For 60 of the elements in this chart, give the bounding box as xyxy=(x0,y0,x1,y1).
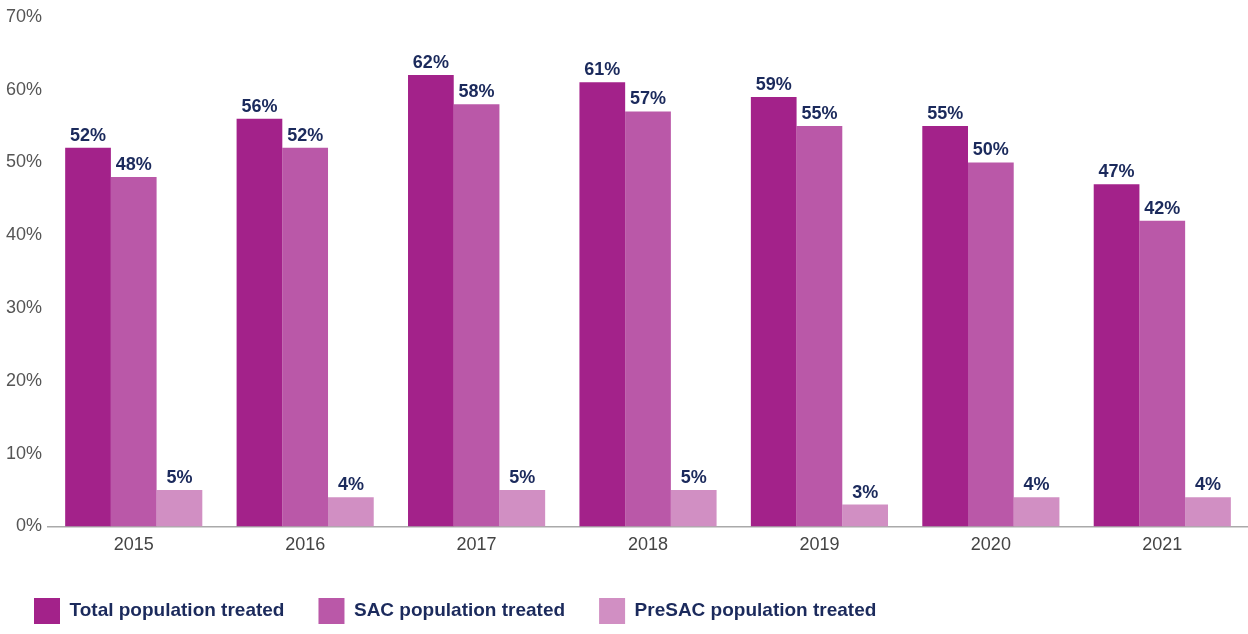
bar xyxy=(1185,497,1231,527)
x-tick-label: 2016 xyxy=(285,534,326,555)
bar xyxy=(282,147,329,527)
bar xyxy=(236,118,283,527)
data-label: 56% xyxy=(241,95,278,116)
data-label: 5% xyxy=(166,466,193,487)
bar xyxy=(922,126,969,527)
data-label: 55% xyxy=(801,102,838,123)
y-tick-label: 20% xyxy=(6,369,43,390)
bar xyxy=(579,82,626,527)
bar xyxy=(1093,184,1140,527)
bar xyxy=(65,147,111,527)
x-tick-label: 2015 xyxy=(113,534,154,555)
data-label: 5% xyxy=(680,466,707,487)
y-tick-label: 30% xyxy=(6,296,43,317)
legend-label: SAC population treated xyxy=(353,599,566,621)
data-label: 59% xyxy=(755,73,792,94)
data-label: 61% xyxy=(584,59,621,80)
bar xyxy=(408,75,454,527)
x-tick-label: 2021 xyxy=(1142,534,1183,555)
y-tick-label: 70% xyxy=(6,5,43,26)
bar xyxy=(110,176,157,527)
bar xyxy=(796,126,843,527)
data-label: 50% xyxy=(972,139,1009,160)
legend-label: Total population treated xyxy=(69,599,285,621)
data-label: 57% xyxy=(630,88,667,109)
data-label: 52% xyxy=(287,124,324,145)
legend-label: PreSAC population treated xyxy=(634,599,877,621)
bar xyxy=(499,490,546,527)
data-label: 3% xyxy=(852,481,879,502)
data-label: 47% xyxy=(1098,161,1135,182)
bar xyxy=(453,104,500,527)
data-label: 52% xyxy=(70,124,107,145)
bar xyxy=(328,497,374,527)
data-label: 58% xyxy=(458,81,495,102)
data-label: 55% xyxy=(927,102,964,123)
data-label: 4% xyxy=(1023,474,1050,495)
x-tick-label: 2020 xyxy=(970,534,1011,555)
bar xyxy=(968,162,1014,527)
bar xyxy=(625,111,671,527)
data-label: 4% xyxy=(1194,474,1222,495)
y-tick-label: 40% xyxy=(6,224,43,245)
bar xyxy=(842,504,889,527)
data-label: 5% xyxy=(509,466,536,487)
bar xyxy=(670,490,717,527)
data-label: 62% xyxy=(412,52,449,73)
y-tick-label: 10% xyxy=(6,442,43,463)
bar xyxy=(1139,220,1186,527)
y-tick-label: 50% xyxy=(6,151,43,172)
bar xyxy=(156,490,203,527)
data-label: 4% xyxy=(337,474,364,495)
x-tick-label: 2018 xyxy=(627,534,669,555)
x-tick-label: 2017 xyxy=(456,534,497,555)
y-tick-label: 0% xyxy=(16,515,43,536)
y-tick-label: 60% xyxy=(6,78,43,99)
bar xyxy=(1013,497,1060,527)
bar xyxy=(750,96,797,527)
data-label: 48% xyxy=(115,153,152,174)
x-tick-label: 2019 xyxy=(799,534,840,555)
data-label: 42% xyxy=(1144,197,1181,218)
